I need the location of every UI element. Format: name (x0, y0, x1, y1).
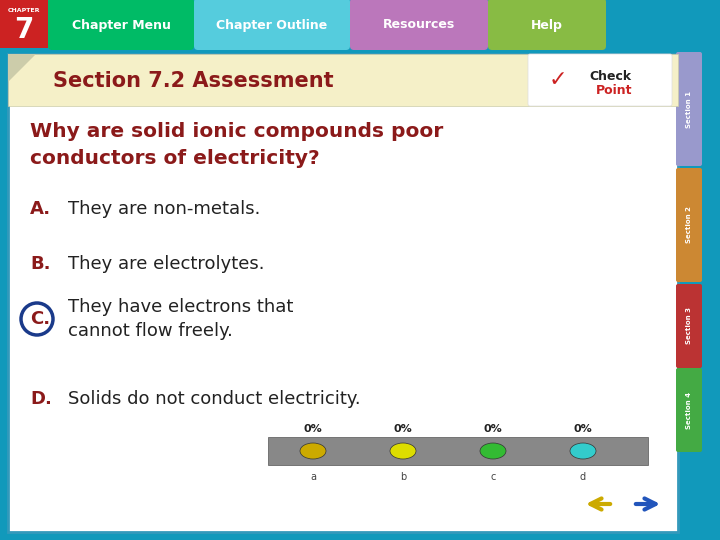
Ellipse shape (300, 443, 326, 459)
Text: They are electrolytes.: They are electrolytes. (68, 255, 264, 273)
Text: Chapter Menu: Chapter Menu (71, 18, 171, 31)
Text: D.: D. (30, 390, 52, 408)
Text: 0%: 0% (394, 424, 413, 434)
Text: Section 4: Section 4 (686, 392, 692, 429)
Text: Solids do not conduct electricity.: Solids do not conduct electricity. (68, 390, 361, 408)
FancyBboxPatch shape (48, 0, 194, 50)
Text: Check: Check (589, 70, 631, 83)
Text: C.: C. (30, 310, 50, 328)
Text: c: c (490, 472, 495, 482)
FancyBboxPatch shape (0, 0, 48, 48)
Polygon shape (8, 54, 36, 82)
Text: Section 1: Section 1 (686, 91, 692, 127)
Text: A.: A. (30, 200, 51, 218)
FancyBboxPatch shape (268, 437, 648, 465)
Text: 0%: 0% (574, 424, 593, 434)
FancyBboxPatch shape (676, 52, 702, 166)
Text: a: a (310, 472, 316, 482)
Text: Why are solid ionic compounds poor
conductors of electricity?: Why are solid ionic compounds poor condu… (30, 122, 444, 167)
Text: Resources: Resources (383, 18, 455, 31)
FancyBboxPatch shape (194, 0, 350, 50)
Text: 0%: 0% (304, 424, 323, 434)
FancyBboxPatch shape (676, 168, 702, 282)
FancyBboxPatch shape (350, 0, 488, 50)
FancyBboxPatch shape (676, 284, 702, 368)
Text: b: b (400, 472, 406, 482)
Text: ✓: ✓ (549, 70, 567, 90)
Text: They have electrons that
cannot flow freely.: They have electrons that cannot flow fre… (68, 298, 293, 340)
FancyBboxPatch shape (0, 0, 720, 48)
Text: They are non-metals.: They are non-metals. (68, 200, 261, 218)
Text: Chapter Outline: Chapter Outline (217, 18, 328, 31)
Ellipse shape (570, 443, 596, 459)
FancyArrowPatch shape (590, 498, 611, 510)
Text: 7: 7 (14, 16, 34, 44)
FancyBboxPatch shape (488, 0, 606, 50)
Text: Section 3: Section 3 (686, 307, 692, 345)
Text: B.: B. (30, 255, 50, 273)
Ellipse shape (390, 443, 416, 459)
Text: d: d (580, 472, 586, 482)
Text: Section 7.2 Assessment: Section 7.2 Assessment (53, 71, 333, 91)
Text: Help: Help (531, 18, 563, 31)
Ellipse shape (480, 443, 506, 459)
FancyBboxPatch shape (8, 54, 678, 532)
Text: Point: Point (595, 84, 632, 97)
Text: 0%: 0% (484, 424, 503, 434)
Text: Section 2: Section 2 (686, 207, 692, 244)
Text: CHAPTER: CHAPTER (8, 8, 40, 13)
FancyArrowPatch shape (636, 498, 656, 510)
FancyBboxPatch shape (528, 54, 672, 106)
FancyBboxPatch shape (8, 54, 678, 106)
FancyBboxPatch shape (676, 368, 702, 452)
